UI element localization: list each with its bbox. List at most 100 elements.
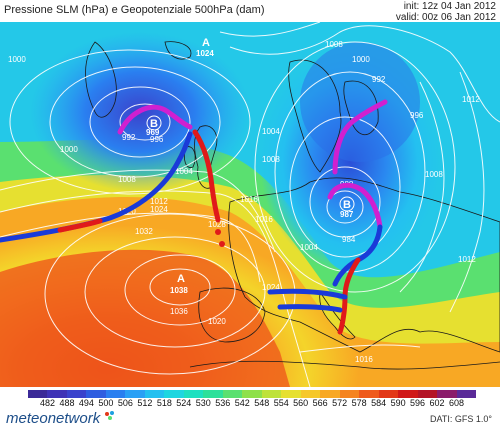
- front-dot: [219, 241, 225, 247]
- warm-front-west: [192, 129, 221, 223]
- high-north-letter: A: [202, 37, 210, 49]
- legend-label: 524: [176, 398, 192, 408]
- warm-front-west-segment: [57, 218, 103, 233]
- isobar-lowc-5: [254, 41, 456, 293]
- isobar-label: 1000: [352, 55, 370, 64]
- finland: [343, 80, 379, 135]
- isobar-label: 992: [122, 133, 136, 142]
- scandinavia: [288, 59, 342, 173]
- legend-label: 596: [410, 398, 426, 408]
- coastlines: [85, 41, 500, 370]
- africa-coast: [189, 360, 500, 370]
- isobar-label: 1036: [170, 307, 188, 316]
- isobar-label: 1012: [458, 255, 476, 264]
- isobar-lowc-3: [289, 116, 401, 258]
- high-west-letter: A: [177, 273, 185, 285]
- front-dot: [215, 229, 221, 235]
- legend-swatch: [378, 390, 399, 398]
- legend-swatch: [183, 390, 204, 398]
- red-field: [0, 249, 290, 387]
- isobar-label: 1020: [208, 317, 226, 326]
- legend-swatch: [261, 390, 282, 398]
- weather-map: 1000 992 996 1000 1004 1008 1012 1016 10…: [0, 21, 500, 412]
- isobar-high-2: [124, 254, 236, 326]
- legend-swatch: [164, 390, 185, 398]
- fronts: [0, 99, 388, 335]
- iberia: [198, 287, 266, 343]
- legend-label: 584: [371, 398, 387, 408]
- isobars: [0, 21, 500, 388]
- isobar-label: 1000: [60, 145, 78, 154]
- isobar-label: 1024: [262, 283, 280, 292]
- pressure-centers: A 1038 A 1024 B 969 B 987: [146, 37, 355, 295]
- legend-label: 518: [156, 398, 172, 408]
- isobar-band-1: [0, 212, 261, 283]
- isobar-label: 996: [150, 135, 164, 144]
- isobar-label: 1012: [462, 95, 480, 104]
- cold-front-south-1: [267, 288, 348, 300]
- isobar-high-3: [84, 236, 266, 348]
- legend-label: 494: [78, 398, 94, 408]
- isobar-label: 1024: [150, 205, 168, 214]
- legend-label: 512: [137, 398, 153, 408]
- low-central-value: 987: [340, 210, 354, 219]
- geopotential-legend: 482 488 494 500 506 512 518 524 530 536 542 548 554 5…: [28, 390, 477, 408]
- high-north-value: 1024: [196, 49, 214, 58]
- isobar-label: 1008: [262, 155, 280, 164]
- isobar-lownw-3: [49, 66, 221, 178]
- legend-swatch: [320, 390, 341, 398]
- isobar-label: 1016: [355, 355, 373, 364]
- low-west-marker: [146, 115, 162, 131]
- isobar-north-2: [229, 25, 500, 123]
- isobar-north-1: [219, 21, 321, 37]
- legend-swatch: [398, 390, 419, 398]
- isobar-east-1: [399, 81, 445, 293]
- isobar-label: 992: [372, 75, 386, 84]
- legend-swatch: [437, 390, 457, 398]
- isobar-label: 1016: [255, 215, 273, 224]
- legend-label: 488: [59, 398, 75, 408]
- legend-label: 608: [449, 398, 465, 408]
- isobar-label: 1004: [262, 127, 280, 136]
- legend-label: 500: [98, 398, 114, 408]
- high-west-value: 1038: [170, 286, 188, 295]
- isobar-label: 1004: [300, 243, 318, 252]
- isobar-lowc-2: [309, 166, 381, 238]
- isobar-lownw-4: [9, 49, 251, 195]
- occlusion-central: [332, 99, 388, 175]
- brand-logo-icon: [105, 411, 114, 420]
- legend-swatch: [456, 390, 477, 398]
- legend-swatch: [105, 390, 126, 398]
- italy: [319, 290, 356, 340]
- legend-swatch: [203, 390, 224, 398]
- legend-swatch: [66, 390, 87, 398]
- data-source: DATI: GFS 1.0°: [430, 414, 492, 424]
- cold-front-west: [0, 131, 193, 243]
- isobar-label: 996: [410, 111, 424, 120]
- legend-label: 506: [117, 398, 133, 408]
- legend-label: 542: [234, 398, 250, 408]
- legend-label: 566: [312, 398, 328, 408]
- low-north-field: [300, 42, 420, 162]
- isobar-east-2: [449, 71, 485, 313]
- cold-front-south-2: [277, 304, 343, 313]
- legend-swatch: [339, 390, 360, 398]
- isobar-south-1: [299, 344, 421, 353]
- isobar-high-1: [149, 268, 211, 306]
- legend-label: 554: [273, 398, 289, 408]
- valid-time: valid: 00z 06 Jan 2012: [395, 12, 496, 23]
- isobar-band-2: [0, 190, 311, 388]
- isobar-lowc-1: [326, 190, 364, 224]
- legend-swatch: [86, 390, 107, 398]
- isobar-label: 1016: [240, 195, 258, 204]
- isobar-label: 1004: [175, 167, 193, 176]
- isobar-label: 1008: [425, 170, 443, 179]
- header: Pressione SLM (hPa) e Geopotenziale 500h…: [0, 0, 500, 23]
- legend-swatch: [359, 390, 380, 398]
- legend-swatch: [242, 390, 263, 398]
- legend-swatch: [281, 390, 302, 398]
- low-west-value: 969: [146, 128, 160, 137]
- legend-swatch: [222, 390, 243, 398]
- ireland: [184, 146, 196, 168]
- legend-swatch: [28, 390, 48, 398]
